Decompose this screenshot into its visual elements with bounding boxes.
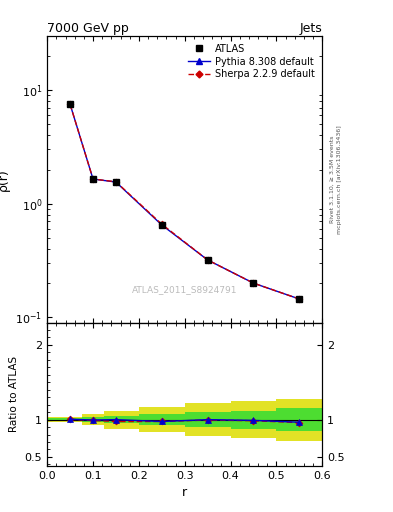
Text: 7000 GeV pp: 7000 GeV pp bbox=[47, 22, 129, 35]
Y-axis label: Ratio to ATLAS: Ratio to ATLAS bbox=[9, 356, 19, 432]
Text: mcplots.cern.ch [arXiv:1306.3436]: mcplots.cern.ch [arXiv:1306.3436] bbox=[338, 125, 342, 233]
Y-axis label: ρ(r): ρ(r) bbox=[0, 168, 10, 190]
Text: ATLAS_2011_S8924791: ATLAS_2011_S8924791 bbox=[132, 285, 237, 294]
Text: Jets: Jets bbox=[299, 22, 322, 35]
X-axis label: r: r bbox=[182, 486, 187, 499]
Legend: ATLAS, Pythia 8.308 default, Sherpa 2.2.9 default: ATLAS, Pythia 8.308 default, Sherpa 2.2.… bbox=[185, 40, 318, 82]
Text: Rivet 3.1.10, ≥ 3.5M events: Rivet 3.1.10, ≥ 3.5M events bbox=[330, 136, 334, 223]
